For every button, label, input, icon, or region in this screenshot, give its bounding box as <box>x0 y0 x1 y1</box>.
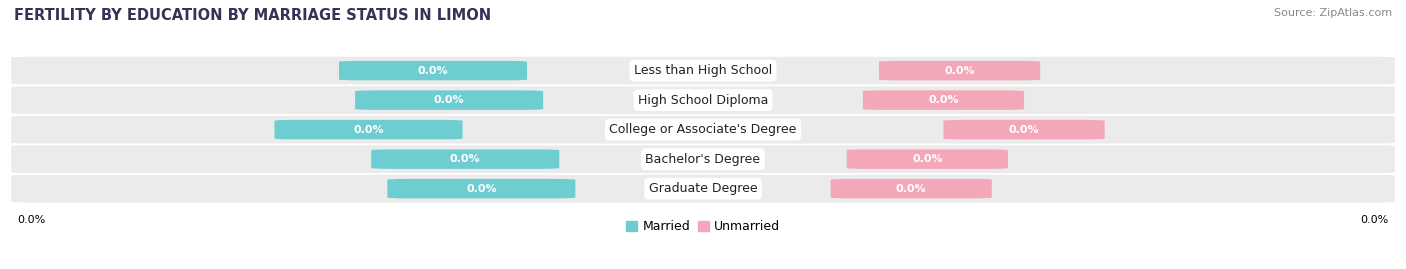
FancyBboxPatch shape <box>831 179 991 198</box>
Text: Less than High School: Less than High School <box>634 64 772 77</box>
FancyBboxPatch shape <box>11 86 1395 114</box>
Text: Graduate Degree: Graduate Degree <box>648 182 758 195</box>
Text: 0.0%: 0.0% <box>450 154 481 164</box>
Text: College or Associate's Degree: College or Associate's Degree <box>609 123 797 136</box>
FancyBboxPatch shape <box>879 61 1040 80</box>
FancyBboxPatch shape <box>863 90 1024 110</box>
FancyBboxPatch shape <box>11 175 1395 203</box>
FancyBboxPatch shape <box>11 57 1395 84</box>
FancyBboxPatch shape <box>11 116 1395 143</box>
FancyBboxPatch shape <box>339 61 527 80</box>
Text: 0.0%: 0.0% <box>945 66 974 76</box>
FancyBboxPatch shape <box>356 90 543 110</box>
Legend: Married, Unmarried: Married, Unmarried <box>621 215 785 238</box>
Text: 0.0%: 0.0% <box>465 184 496 194</box>
Text: Source: ZipAtlas.com: Source: ZipAtlas.com <box>1274 8 1392 18</box>
Text: Bachelor's Degree: Bachelor's Degree <box>645 153 761 166</box>
FancyBboxPatch shape <box>943 120 1105 139</box>
Text: 0.0%: 0.0% <box>1008 125 1039 135</box>
FancyBboxPatch shape <box>11 145 1395 173</box>
Text: 0.0%: 0.0% <box>896 184 927 194</box>
Text: FERTILITY BY EDUCATION BY MARRIAGE STATUS IN LIMON: FERTILITY BY EDUCATION BY MARRIAGE STATU… <box>14 8 491 23</box>
Text: 0.0%: 0.0% <box>912 154 942 164</box>
FancyBboxPatch shape <box>371 149 560 169</box>
FancyBboxPatch shape <box>387 179 575 198</box>
Text: 0.0%: 0.0% <box>928 95 959 105</box>
Text: 0.0%: 0.0% <box>418 66 449 76</box>
Text: 0.0%: 0.0% <box>434 95 464 105</box>
FancyBboxPatch shape <box>846 149 1008 169</box>
Text: High School Diploma: High School Diploma <box>638 94 768 107</box>
FancyBboxPatch shape <box>274 120 463 139</box>
Text: 0.0%: 0.0% <box>353 125 384 135</box>
